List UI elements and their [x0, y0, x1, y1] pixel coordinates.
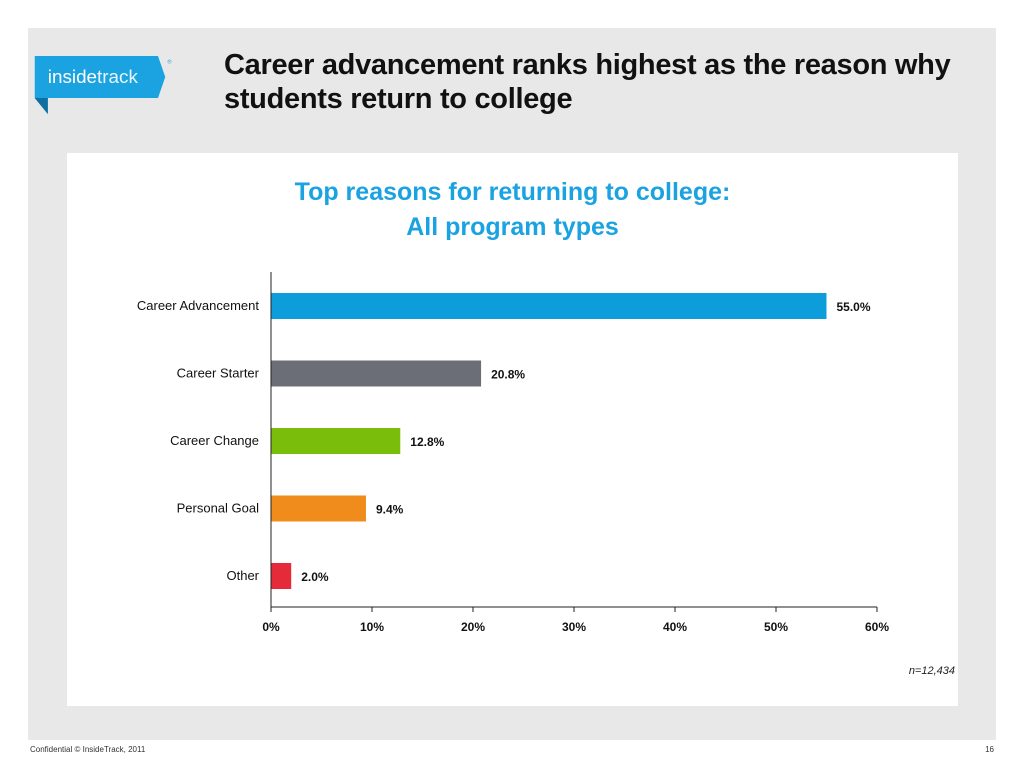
category-label-4: Other: [226, 568, 259, 583]
bar-chart: Career Advancement 55.0% Career Starter 20.…: [137, 272, 889, 634]
data-label-2: 12.8%: [410, 435, 444, 449]
bar-1: [271, 360, 482, 387]
logo-tab-shape: [34, 56, 166, 114]
data-label-3: 9.4%: [376, 503, 404, 517]
x-tick-label-2: 20%: [461, 620, 485, 634]
chart-title: Top reasons for returning to college: Al…: [67, 175, 958, 245]
insidetrack-logo: insidetrack ®: [34, 56, 172, 114]
category-label-3: Personal Goal: [177, 501, 259, 516]
x-tick-label-1: 10%: [360, 620, 384, 634]
footer-page-number: 16: [985, 745, 994, 754]
chart-panel: Top reasons for returning to college: Al…: [67, 153, 958, 706]
data-label-0: 55.0%: [837, 300, 871, 314]
bar-3: [271, 495, 366, 522]
category-label-1: Career Starter: [177, 366, 260, 381]
x-tick-label-6: 60%: [865, 620, 889, 634]
category-label-2: Career Change: [170, 433, 259, 448]
x-tick-label-4: 40%: [663, 620, 687, 634]
svg-text:insidetrack: insidetrack: [48, 66, 139, 87]
slide-title: Career advancement ranks highest as the …: [224, 49, 951, 115]
logo-tab-fold: [34, 98, 48, 114]
data-label-1: 20.8%: [491, 368, 525, 382]
logo-text-inside: inside: [48, 66, 97, 87]
x-tick-label-5: 50%: [764, 620, 788, 634]
chart-title-line-1: Top reasons for returning to college:: [294, 178, 731, 206]
category-label-0: Career Advancement: [137, 298, 260, 313]
chart-title-line-2: All program types: [406, 213, 619, 241]
sample-size-note: n=12,434: [908, 665, 955, 677]
data-label-4: 2.0%: [301, 570, 329, 584]
x-tick-label-3: 30%: [562, 620, 586, 634]
logo-registered-mark: ®: [167, 58, 172, 65]
bar-2: [271, 428, 401, 454]
logo-text-track: track: [97, 66, 138, 87]
bar-4: [271, 563, 292, 589]
footer-confidential: Confidential © InsideTrack, 2011: [30, 745, 146, 754]
x-tick-label-0: 0%: [262, 620, 280, 634]
bar-0: [271, 293, 827, 319]
